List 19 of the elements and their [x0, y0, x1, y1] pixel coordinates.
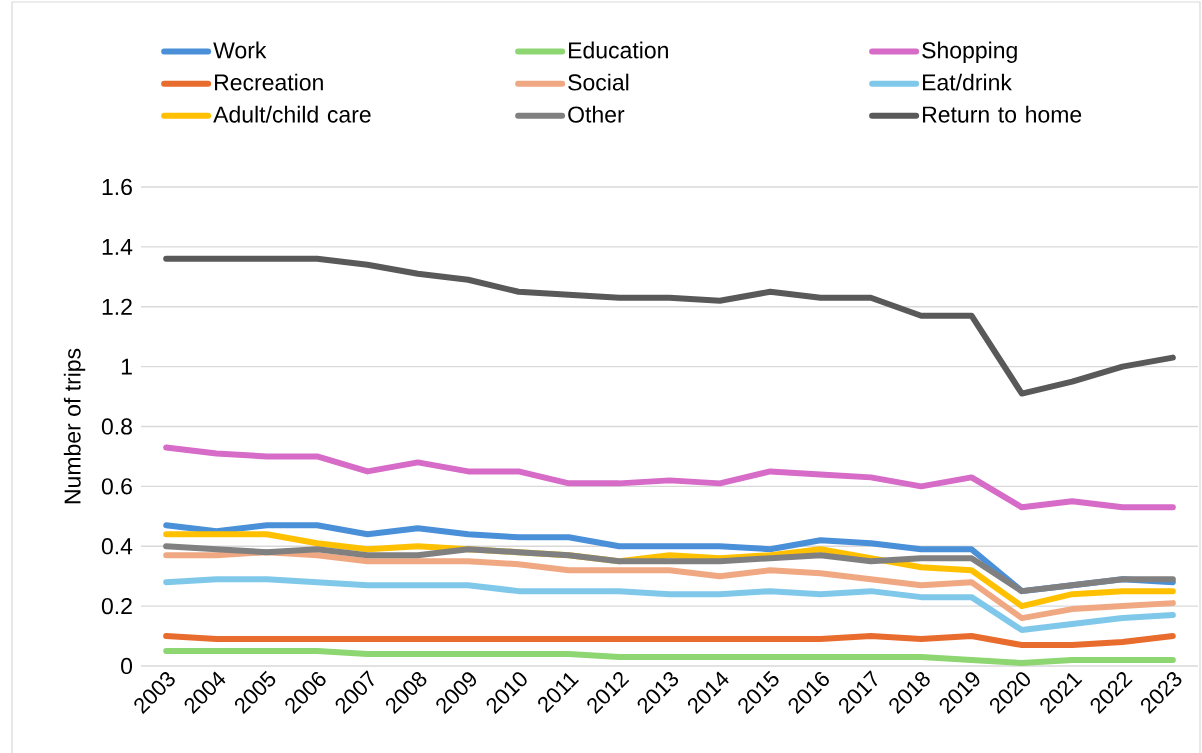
legend-label: Work: [213, 41, 267, 59]
legend-label: Other: [568, 105, 625, 123]
legend-label: Recreation: [215, 73, 323, 91]
y-tick-label: 1: [121, 358, 132, 375]
y-tick-label: 0.6: [101, 478, 132, 495]
legend-label: Eat/drink: [923, 73, 1012, 91]
legend-label: Shopping: [922, 41, 1017, 63]
y-tick-label: 0: [121, 657, 133, 675]
y-tick-label: 0.8: [101, 418, 132, 435]
y-tick-label: 1.2: [102, 298, 132, 315]
y-tick-label: 0.4: [101, 538, 133, 555]
legend-label: Adult/child care: [213, 105, 371, 123]
legend-label: Social: [568, 73, 629, 91]
legend-label: Education: [569, 41, 668, 59]
y-axis-title: Number of trips: [63, 348, 86, 504]
y-tick-label: 0.2: [101, 597, 132, 615]
y-tick-label: 1.6: [102, 178, 132, 196]
legend-label: Return to home: [923, 105, 1082, 123]
y-tick-label: 1.4: [102, 238, 133, 255]
